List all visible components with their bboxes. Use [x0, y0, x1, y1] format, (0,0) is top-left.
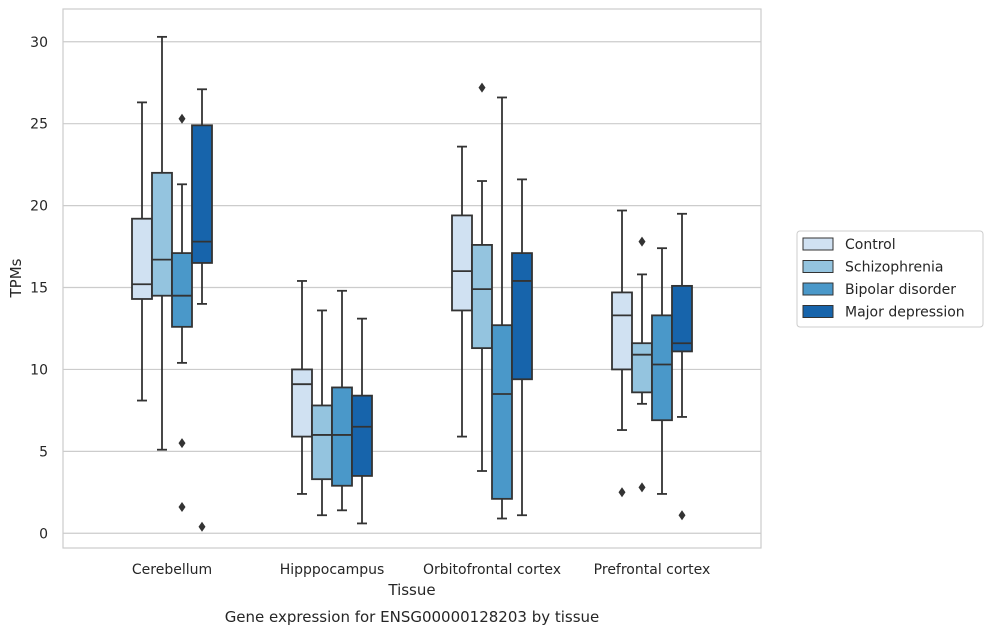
- box-body: [171, 252, 193, 328]
- box-3-3: [671, 212, 693, 521]
- box-body: [311, 404, 333, 481]
- box-body: [631, 342, 653, 394]
- box-body: [351, 394, 373, 477]
- box-body: [651, 314, 673, 422]
- plot-frame: [62, 8, 762, 549]
- box-body: [671, 284, 693, 353]
- legend-swatch-2: [802, 282, 834, 296]
- outlier-point-0: [198, 521, 206, 532]
- box-1-0: [291, 280, 313, 495]
- y-tick-label-15: 15: [30, 281, 48, 297]
- boxes: [131, 35, 693, 532]
- legend-label-3: Major depression: [845, 305, 965, 321]
- box-3-1: [631, 236, 653, 493]
- y-tick-label-0: 0: [39, 526, 48, 542]
- legend-frame: [796, 230, 984, 328]
- box-body: [491, 324, 513, 500]
- box-3-2: [651, 247, 673, 495]
- outlier-point-1: [178, 438, 186, 449]
- outlier-point-0: [178, 113, 186, 124]
- box-body: [331, 386, 353, 487]
- outlier-point-0: [618, 487, 626, 498]
- x-tick-label-1: Hipppocampus: [280, 562, 385, 578]
- box-0-0: [131, 101, 153, 402]
- box-body: [131, 217, 153, 300]
- box-0-2: [171, 113, 193, 513]
- box-0-3: [191, 88, 213, 532]
- outlier-point-2: [178, 502, 186, 513]
- legend-label-0: Control: [845, 237, 896, 253]
- x-tick-label-0: Cerebellum: [132, 562, 212, 578]
- y-tick-label-10: 10: [30, 362, 48, 378]
- outlier-point-0: [638, 236, 646, 247]
- box-body: [471, 244, 493, 350]
- box-body: [191, 124, 213, 264]
- legend-label-1: Schizophrenia: [845, 260, 943, 276]
- x-axis-label: Tissue: [387, 581, 435, 599]
- x-tick-label-3: Prefrontal cortex: [594, 562, 711, 578]
- box-2-2: [491, 96, 513, 520]
- chart-caption: Gene expression for ENSG00000128203 by t…: [225, 608, 600, 626]
- box-2-3: [511, 178, 533, 517]
- legend-swatch-3: [802, 305, 834, 318]
- box-2-0: [451, 145, 473, 438]
- outlier-point-1: [638, 482, 646, 493]
- x-tick-label-2: Orbitofrontal cortex: [423, 562, 561, 578]
- box-0-1: [151, 35, 173, 451]
- box-1-3: [351, 317, 373, 525]
- box-2-1: [471, 82, 493, 472]
- box-body: [611, 291, 633, 371]
- outlier-point-0: [478, 82, 486, 93]
- legend-swatch-0: [802, 237, 834, 251]
- y-tick-label-25: 25: [30, 117, 48, 133]
- box-body: [451, 214, 473, 312]
- box-body: [151, 171, 173, 297]
- box-body: [511, 252, 533, 381]
- y-tick-label-20: 20: [30, 199, 48, 215]
- box-3-0: [611, 209, 633, 498]
- legend-swatch-1: [802, 260, 834, 273]
- legend: Control Schizophrenia Bipolar disorder Majo…: [796, 230, 984, 328]
- box-body: [291, 368, 313, 438]
- x-axis-ticks: Cerebellum Hipppocampus Orbitofrontal cort…: [132, 562, 710, 578]
- box-1-1: [311, 309, 333, 517]
- legend-label-2: Bipolar disorder: [845, 282, 956, 298]
- y-axis-label: TPMs: [7, 258, 25, 298]
- y-axis-ticks: 0 5 10 15 20 25 30: [30, 35, 48, 542]
- y-tick-label-5: 5: [39, 444, 48, 460]
- outlier-point-0: [678, 510, 686, 521]
- box-1-2: [331, 289, 353, 512]
- y-tick-label-30: 30: [30, 35, 48, 51]
